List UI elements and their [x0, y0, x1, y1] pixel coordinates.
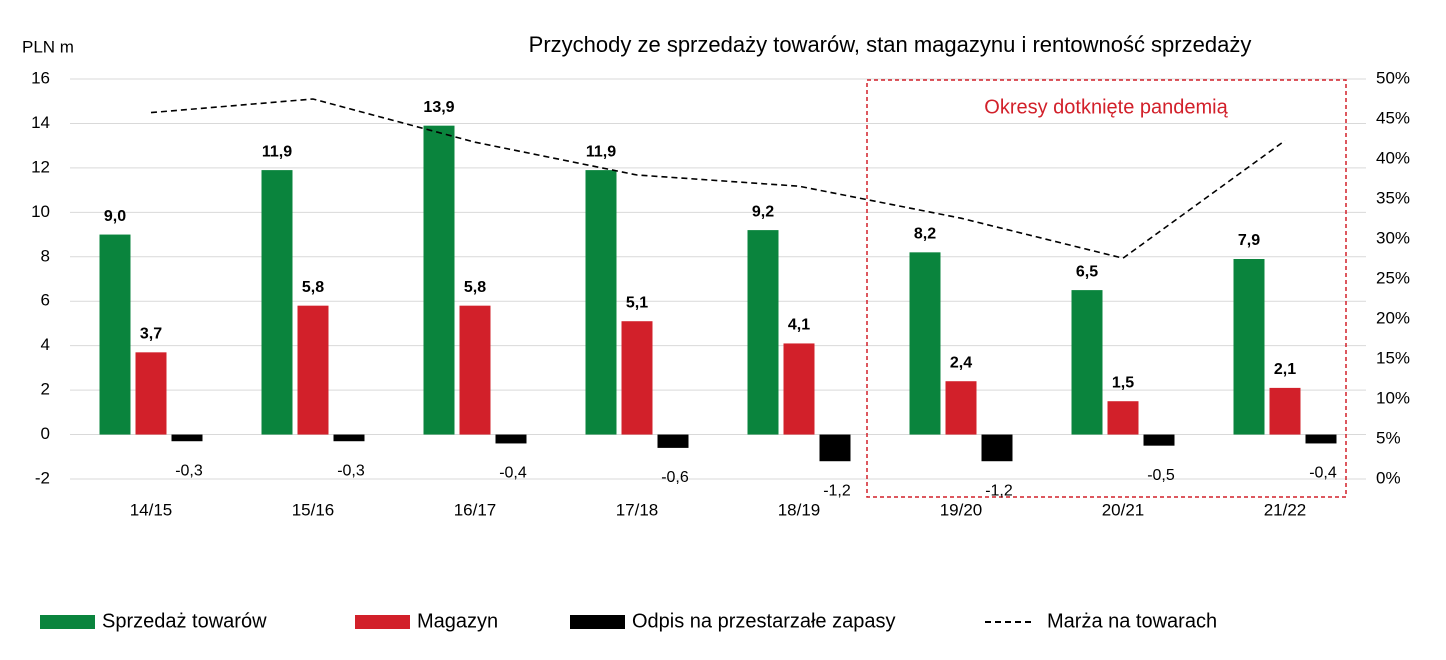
value-label: 3,7 — [140, 326, 162, 343]
y2-tick-label: 25% — [1376, 268, 1410, 287]
value-label: 9,2 — [752, 203, 774, 220]
bar — [819, 434, 851, 462]
bar — [1071, 290, 1103, 435]
bar — [99, 234, 131, 435]
bar — [423, 125, 455, 435]
x-tick-label: 14/15 — [130, 500, 173, 519]
bar — [459, 305, 491, 435]
value-label: 7,9 — [1238, 232, 1260, 249]
y-tick-label: 10 — [31, 202, 50, 221]
x-tick-label: 20/21 — [1102, 500, 1145, 519]
y2-tick-label: 0% — [1376, 468, 1401, 487]
line — [150, 98, 1286, 260]
y-tick-label: -2 — [35, 468, 50, 487]
x-tick-label: 21/22 — [1264, 500, 1307, 519]
y2-tick-label: 20% — [1376, 308, 1410, 327]
value-label: 5,8 — [302, 279, 324, 296]
bar — [783, 343, 815, 435]
y-tick-label: 8 — [41, 246, 50, 265]
bar — [1143, 434, 1175, 446]
bar — [135, 352, 167, 435]
y2-tick-label: 50% — [1376, 68, 1410, 87]
y-tick-label: 0 — [41, 424, 50, 443]
x-tick-label: 18/19 — [778, 500, 821, 519]
y2-tick-label: 10% — [1376, 388, 1410, 407]
bar — [495, 434, 527, 444]
y2-tick-label: 45% — [1376, 108, 1410, 127]
x-tick-label: 16/17 — [454, 500, 497, 519]
y2-tick-label: 35% — [1376, 188, 1410, 207]
y-tick-label: 14 — [31, 113, 50, 132]
value-label: 6,5 — [1076, 263, 1098, 280]
value-label: 2,1 — [1274, 361, 1296, 378]
legend-label: Magazyn — [417, 610, 498, 632]
value-label: -0,4 — [1309, 465, 1337, 482]
bar — [171, 434, 203, 442]
bar — [333, 434, 365, 442]
legend-label: Sprzedaż towarów — [102, 610, 267, 632]
x-tick-label: 17/18 — [616, 500, 659, 519]
value-label: 13,9 — [423, 99, 454, 116]
value-label: -0,3 — [337, 462, 365, 479]
y2-tick-label: 40% — [1376, 148, 1410, 167]
y-tick-label: 6 — [41, 291, 50, 310]
y-axis-title: PLN m — [22, 37, 74, 56]
value-label: -1,2 — [823, 482, 851, 499]
value-label: -0,4 — [499, 465, 527, 482]
bar — [1269, 387, 1301, 435]
value-label: 2,4 — [950, 354, 972, 371]
bar — [1107, 401, 1139, 435]
legend-swatch — [355, 615, 410, 629]
value-label: 8,2 — [914, 226, 936, 243]
y-tick-label: 16 — [31, 68, 50, 87]
value-label: 5,8 — [464, 279, 486, 296]
bar — [747, 230, 779, 435]
value-label: 4,1 — [788, 317, 810, 334]
legend-swatch — [40, 615, 95, 629]
x-tick-label: 19/20 — [940, 500, 983, 519]
bar — [909, 252, 941, 435]
bar — [621, 321, 653, 435]
bar — [1305, 434, 1337, 444]
chart-title: Przychody ze sprzedaży towarów, stan mag… — [529, 32, 1252, 57]
bar — [657, 434, 689, 448]
bar — [1233, 259, 1265, 435]
value-label: -0,3 — [175, 462, 203, 479]
bar — [261, 170, 293, 435]
value-label: 9,0 — [104, 208, 126, 225]
annotation: Okresy dotknięte pandemią — [984, 96, 1228, 118]
y-tick-label: 2 — [41, 380, 50, 399]
y2-tick-label: 30% — [1376, 228, 1410, 247]
y-tick-label: 4 — [41, 335, 50, 354]
legend-label: Odpis na przestarzałe zapasy — [632, 610, 895, 632]
value-label: 11,9 — [586, 143, 616, 160]
legend-label: Marża na towarach — [1047, 610, 1217, 632]
bar — [945, 381, 977, 435]
value-label: 11,9 — [262, 143, 292, 160]
value-label: 5,1 — [626, 294, 648, 311]
value-label: -0,5 — [1147, 467, 1175, 484]
y2-tick-label: 5% — [1376, 428, 1401, 447]
value-label: -1,2 — [985, 482, 1013, 499]
annotation-box — [866, 79, 1347, 498]
x-tick-label: 15/16 — [292, 500, 335, 519]
bar — [585, 170, 617, 435]
bar — [297, 305, 329, 435]
y2-tick-label: 15% — [1376, 348, 1410, 367]
legend-swatch — [570, 615, 625, 629]
bar — [981, 434, 1013, 462]
value-label: 1,5 — [1112, 374, 1134, 391]
value-label: -0,6 — [661, 469, 689, 486]
y-tick-label: 12 — [31, 157, 50, 176]
